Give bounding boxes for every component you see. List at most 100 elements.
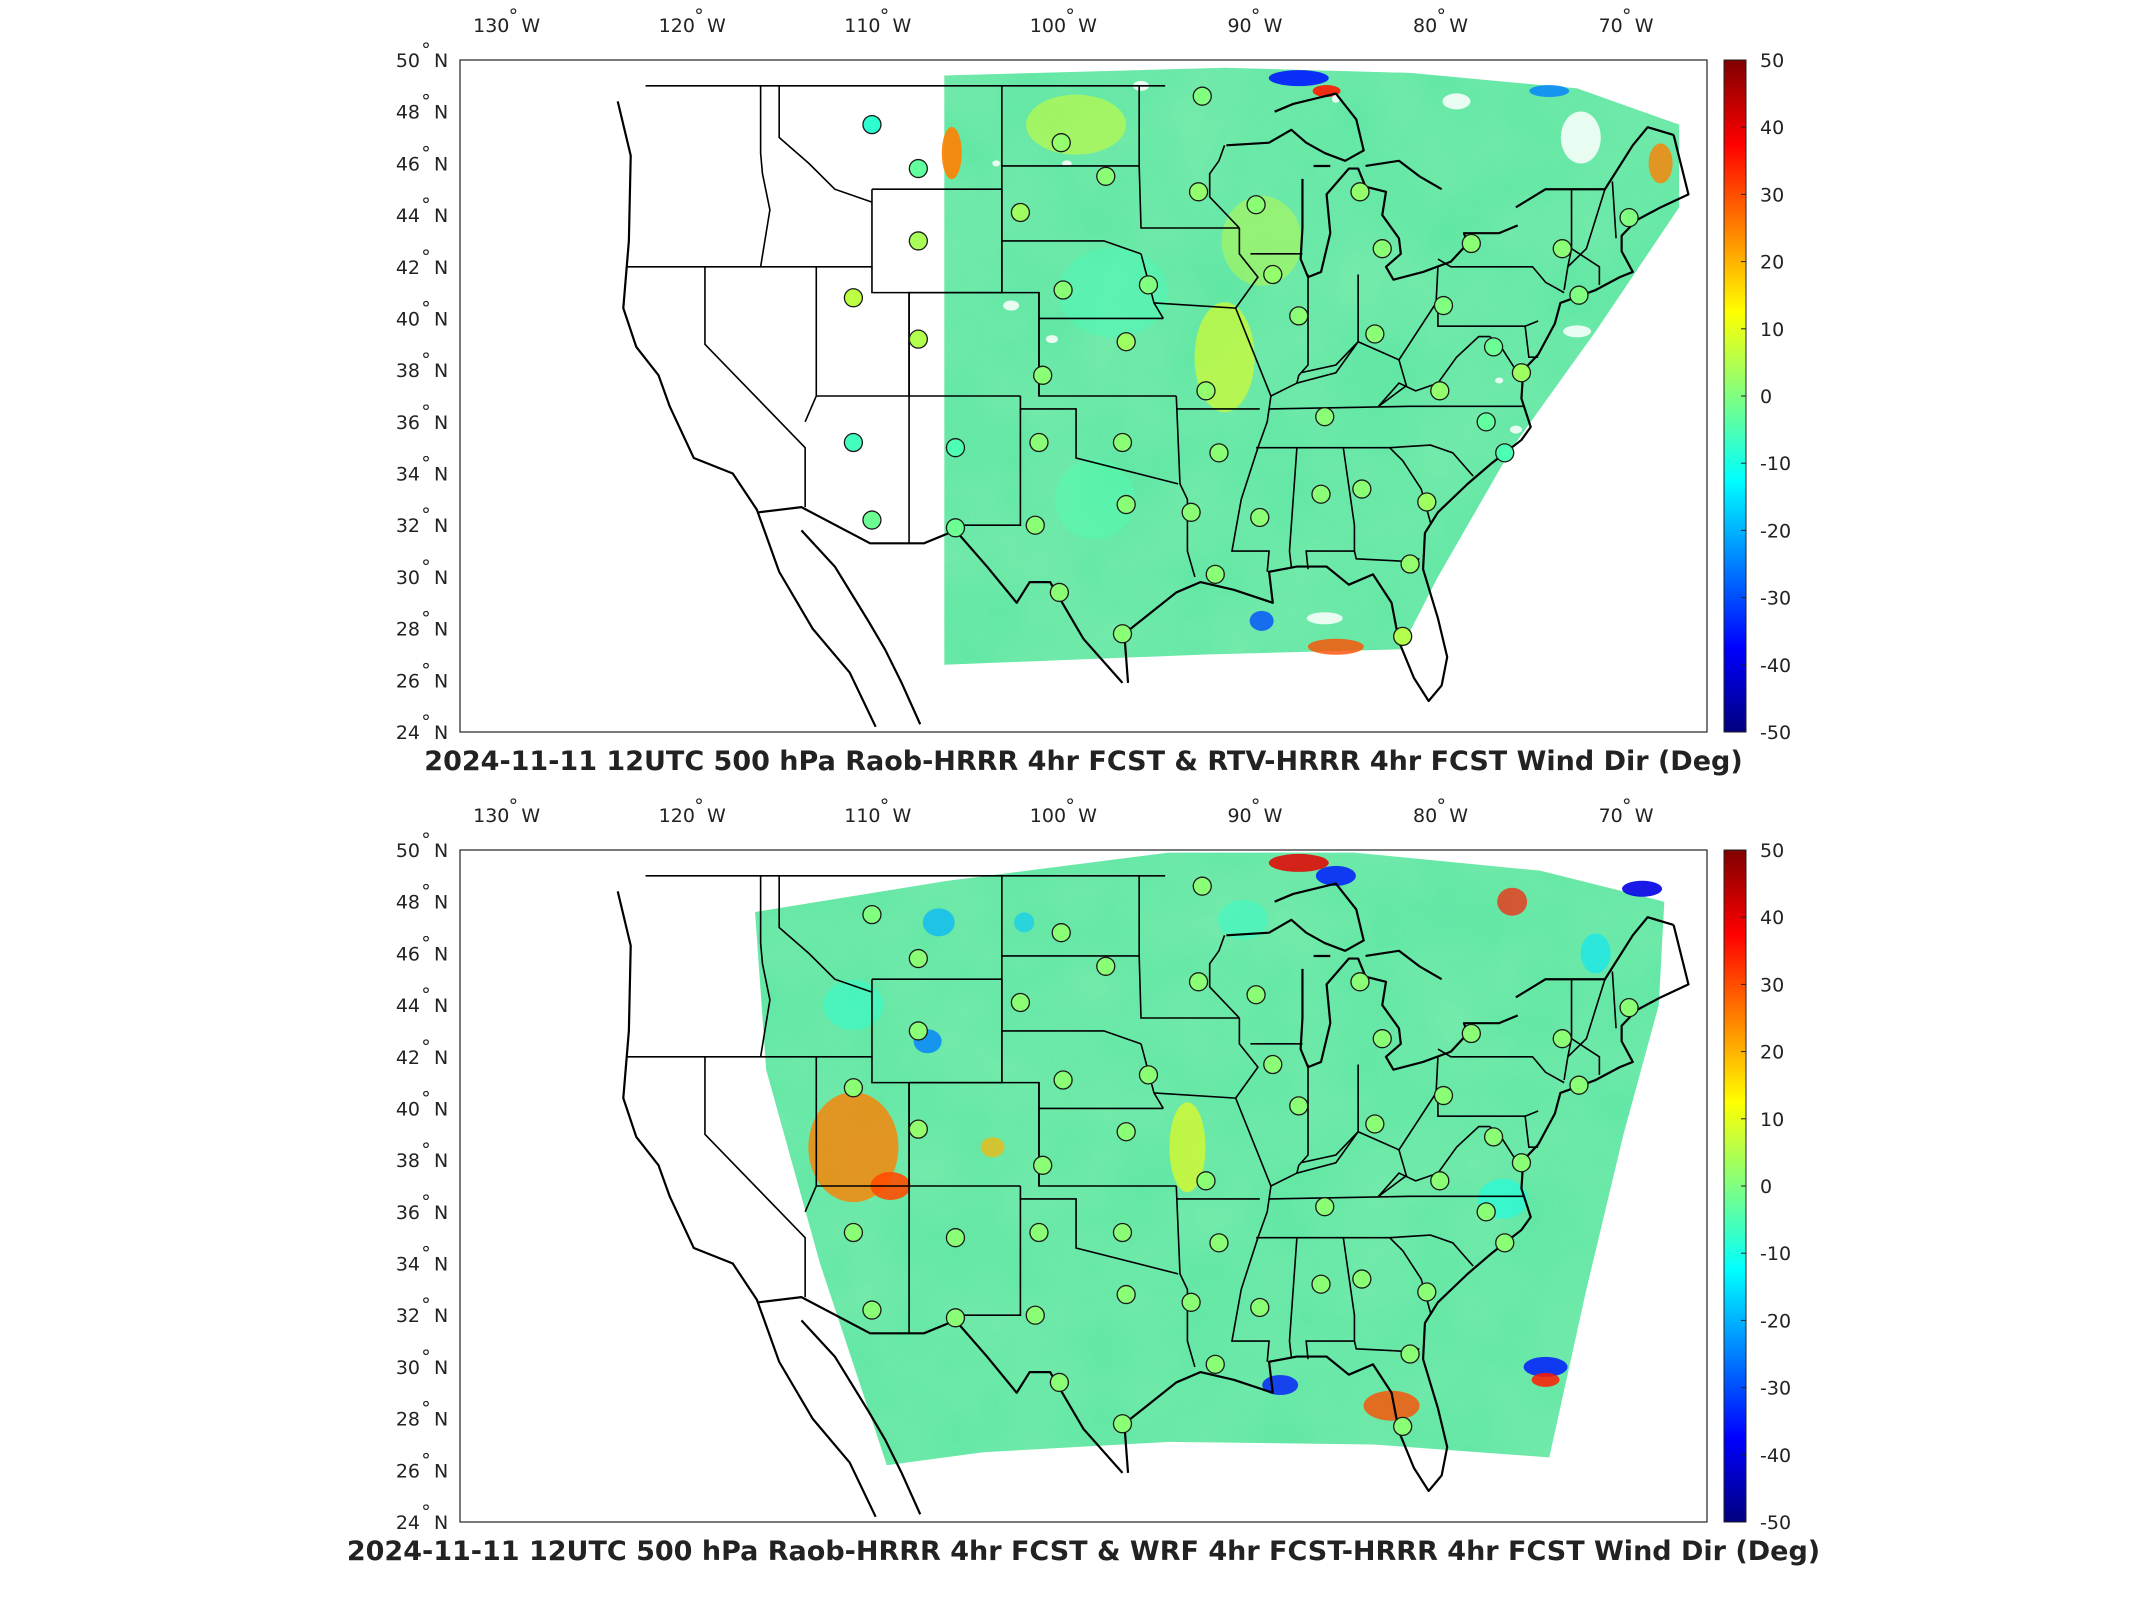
svg-text:N: N	[434, 1047, 448, 1069]
raob-station-marker	[1116, 1122, 1136, 1142]
raob-station-marker	[1400, 554, 1420, 574]
raob-station-marker	[1246, 985, 1266, 1005]
raob-station-marker	[1315, 407, 1335, 427]
coastline	[616, 92, 1690, 728]
lat-tick-label: 46 ° N	[396, 932, 448, 965]
svg-text:W: W	[521, 15, 540, 37]
svg-text:°: °	[421, 1243, 431, 1265]
lat-tick-label: 42 ° N	[396, 1036, 448, 1069]
raob-station-marker	[1250, 1297, 1270, 1318]
raob-station-marker	[908, 948, 928, 969]
svg-text:°: °	[421, 881, 431, 903]
svg-text:°: °	[1622, 795, 1632, 817]
state-borders	[627, 85, 1617, 578]
lon-tick-label: 110 ° W	[844, 5, 911, 37]
svg-text:28: 28	[396, 1409, 420, 1431]
raob-station-marker	[1051, 923, 1071, 943]
raob-station-marker	[908, 1119, 928, 1139]
svg-text:N: N	[434, 1254, 448, 1276]
raob-station-marker	[1263, 264, 1283, 285]
svg-text:°: °	[421, 401, 431, 423]
svg-text:°: °	[421, 1191, 431, 1213]
colorbar-tick-label: -10	[1760, 453, 1791, 475]
raob-station-marker	[1365, 324, 1385, 344]
svg-text:W: W	[521, 805, 540, 827]
lon-tick-label: 130 ° W	[473, 5, 540, 37]
raob-station-marker	[1116, 1284, 1136, 1305]
raob-stations	[843, 876, 1639, 1437]
raob-station-marker	[1350, 972, 1370, 992]
colorbar-tick-label: 10	[1760, 319, 1784, 341]
raob-station-marker	[1552, 239, 1572, 259]
svg-text:°: °	[421, 659, 431, 681]
raob-station-marker	[862, 114, 882, 135]
svg-text:°: °	[1622, 5, 1632, 27]
svg-text:N: N	[434, 722, 448, 744]
svg-text:N: N	[434, 102, 448, 124]
svg-text:42: 42	[396, 1047, 420, 1069]
svg-text:°: °	[880, 5, 890, 27]
lat-tick-label: 34 ° N	[396, 453, 448, 486]
svg-text:110: 110	[844, 15, 880, 37]
lat-tick-label: 48 ° N	[396, 91, 448, 124]
map-title: 2024-11-11 12UTC 500 hPa Raob-HRRR 4hr F…	[424, 746, 1742, 777]
colorbar-tick-label: 40	[1760, 117, 1784, 139]
raob-station-marker	[843, 288, 864, 308]
colorbar-tick-label: 50	[1760, 50, 1784, 72]
svg-text:°: °	[694, 5, 704, 27]
lat-tick-label: 38 ° N	[396, 349, 448, 382]
svg-text:32: 32	[396, 1305, 420, 1327]
raob-station-marker	[1053, 1070, 1073, 1090]
colorbar-tick-label: 40	[1760, 907, 1784, 929]
lat-tick-label: 26 ° N	[396, 659, 448, 692]
svg-text:N: N	[434, 1098, 448, 1120]
raob-station-marker	[1096, 166, 1116, 186]
colorbar-tick-label: -40	[1760, 1445, 1791, 1467]
svg-text:°: °	[421, 453, 431, 475]
svg-text:N: N	[434, 943, 448, 965]
lon-tick-label: 90 ° W	[1227, 5, 1282, 37]
map-svg: 130 ° W 120 ° W 110 ° W 100 ° W 90 ° W 80 ° W 70 ° W50 ° N48 ° N…	[347, 795, 1820, 1567]
raob-station-marker	[1476, 1202, 1496, 1222]
lat-tick-label: 42 ° N	[396, 246, 448, 279]
colorbar: 50 40 30 20 10 0 -10 -20 -30 -40 -50	[1723, 50, 1791, 744]
lat-tick-label: 50 ° N	[396, 829, 448, 862]
svg-text:N: N	[434, 1202, 448, 1224]
svg-text:°: °	[421, 246, 431, 268]
svg-text:N: N	[434, 50, 448, 72]
svg-text:N: N	[434, 257, 448, 279]
raob-station-marker	[1350, 182, 1370, 202]
svg-text:°: °	[421, 142, 431, 164]
raob-station-marker	[945, 438, 966, 458]
svg-text:°: °	[509, 795, 519, 817]
svg-text:°: °	[421, 984, 431, 1006]
svg-text:°: °	[421, 1501, 431, 1523]
colorbar-tick-label: 20	[1760, 1042, 1784, 1064]
svg-text:36: 36	[396, 1202, 420, 1224]
svg-text:44: 44	[396, 205, 420, 227]
top-map-panel: 130 ° W 120 ° W 110 ° W 100 ° W 90 ° W 80 ° W 70 ° W 50 ° N 48 ° N…	[0, 0, 2133, 800]
lat-tick-label: 34 ° N	[396, 1243, 448, 1276]
svg-text:°: °	[421, 1346, 431, 1368]
raob-station-marker	[1352, 479, 1372, 499]
colorbar-tick-label: -10	[1760, 1243, 1791, 1265]
colorbar-tick-label: 0	[1760, 1176, 1772, 1198]
colorbar-tick-label: -50	[1760, 1512, 1791, 1534]
bottom-map-panel: 130 ° W 120 ° W 110 ° W 100 ° W 90 ° W 80 ° W 70 ° W 50 ° N 48 ° N…	[0, 790, 2133, 1600]
lon-tick-label: 100 ° W	[1030, 795, 1097, 827]
lat-tick-label: 26 ° N	[396, 1449, 448, 1482]
lon-tick-label: 70 ° W	[1599, 5, 1654, 37]
raob-station-marker	[1025, 515, 1045, 535]
svg-text:°: °	[421, 829, 431, 851]
lon-tick-label: 120 ° W	[659, 795, 726, 827]
colorbar-tick-label: 0	[1760, 386, 1772, 408]
svg-text:N: N	[434, 412, 448, 434]
raob-station-marker	[1417, 492, 1437, 512]
raob-station-marker	[1461, 1023, 1481, 1044]
colorbar-tick-label: 50	[1760, 840, 1784, 862]
raob-station-marker	[945, 1228, 966, 1248]
lon-tick-label: 70 ° W	[1599, 795, 1654, 827]
svg-text:130: 130	[473, 805, 509, 827]
svg-text:N: N	[434, 619, 448, 641]
svg-text:42: 42	[396, 257, 420, 279]
